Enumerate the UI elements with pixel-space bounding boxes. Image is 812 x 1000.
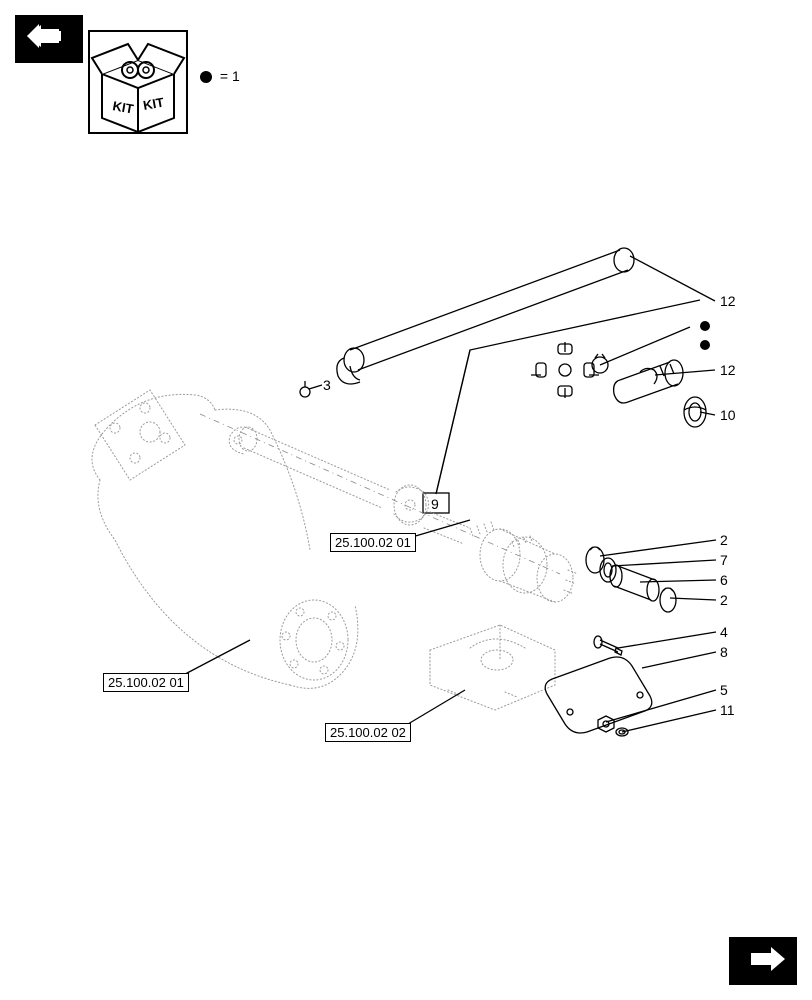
snap-ring-small — [592, 354, 608, 373]
support-bracket — [430, 625, 555, 710]
callout-12b: 12 — [720, 362, 736, 378]
callout-6: 6 — [720, 572, 728, 588]
callout-5: 5 — [720, 682, 728, 698]
grease-fitting — [300, 381, 310, 397]
sleeve-6 — [610, 565, 659, 601]
ref-box-3: 25.100.02 02 — [325, 723, 411, 742]
snap-ring-outer-2 — [660, 588, 676, 612]
callout-9: 9 — [431, 496, 439, 512]
ref-box-1: 25.100.02 01 — [330, 533, 416, 552]
callout-12a: 12 — [720, 293, 736, 309]
callout-7: 7 — [720, 552, 728, 568]
callout-10: 10 — [720, 407, 736, 423]
callout-3: 3 — [323, 377, 331, 393]
axle-housing — [92, 390, 358, 688]
kit-bullet-1 — [700, 321, 710, 331]
ref-box-2: 25.100.02 01 — [103, 673, 189, 692]
callout-2b: 2 — [720, 592, 728, 608]
callout-4: 4 — [720, 624, 728, 640]
callout-8: 8 — [720, 644, 728, 660]
washer-7 — [600, 558, 616, 582]
snap-ring-outer-1 — [586, 547, 604, 573]
kit-bullet-2 — [700, 340, 710, 350]
callout-2a: 2 — [720, 532, 728, 548]
slip-yoke — [614, 360, 683, 403]
center-coupling — [480, 529, 578, 602]
u-joint-spider — [531, 342, 599, 398]
nut-5 — [598, 716, 614, 732]
callout-11: 11 — [720, 702, 735, 718]
exploded-view-drawing — [0, 0, 812, 1000]
screw-4 — [594, 636, 622, 655]
diagram-canvas: KIT KIT = 1 — [0, 0, 812, 1000]
